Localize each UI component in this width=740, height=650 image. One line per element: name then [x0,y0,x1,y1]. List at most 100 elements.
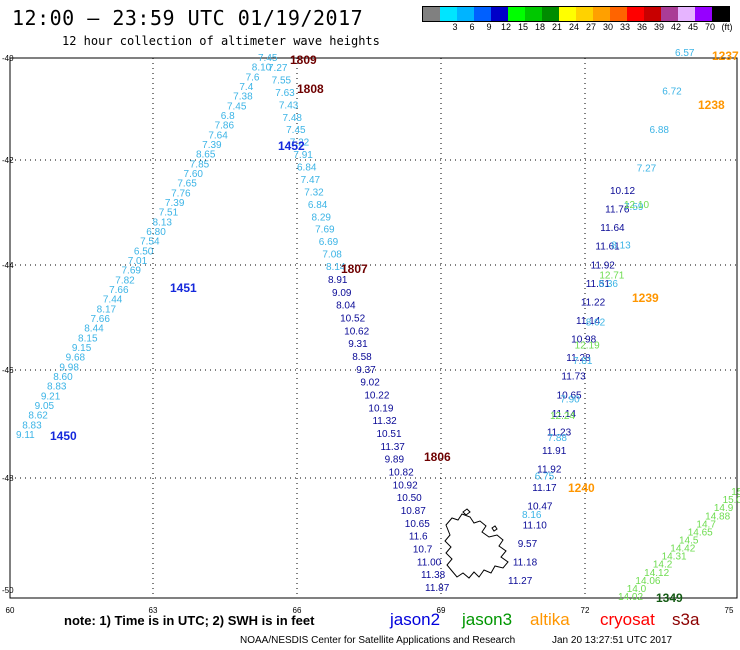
swh-value: 8.13 [153,217,173,228]
swh-value: 8.10 [252,63,272,74]
swh-value: 9.15 [72,343,92,354]
swh-value: 14.02 [618,592,643,603]
swh-value: 7.38 [233,92,253,103]
swh-value: 10.19 [368,403,393,414]
swh-value: 7.45 [258,53,278,64]
swh-value: 7.22 [290,138,310,149]
swh-value: 14.5 [679,536,699,547]
pass-time-label: 1237 [712,49,739,63]
colorbar-swatch-2 [457,7,474,21]
swh-value: 11.64 [600,223,625,234]
colorbar-swatch-8 [559,7,576,21]
swh-value: 8.29 [312,212,332,223]
swh-value: 8.04 [336,301,356,312]
swh-value: 10.51 [377,429,402,440]
swh-value: 7.65 [177,179,197,190]
swh-value: 9.89 [385,455,405,466]
colorbar-swatch-11 [610,7,627,21]
swh-value: 8.62 [28,411,48,422]
swh-value: 7.51 [159,208,179,219]
swh-value: 7.66 [109,285,129,296]
swh-value: 7.91 [293,150,313,161]
colorbar-tick: 27 [585,22,597,32]
longitude-label: 69 [437,606,446,615]
latitude-label: -46 [2,366,14,375]
swh-value: 11.6 [409,532,428,543]
swh-value: 7.27 [268,63,288,74]
longitude-label: 60 [6,606,15,615]
swh-value: 9.37 [356,365,376,376]
swh-value: 14.31 [662,552,687,563]
swh-value: 7.76 [171,188,191,199]
map-frame [9,57,738,599]
longitude-label: 72 [581,606,590,615]
swh-value: 10.62 [344,326,369,337]
legend-jason2: jason2 [390,610,441,629]
kerguelen-island [444,508,509,579]
swh-value: 11.61 [595,242,620,253]
units-note: note: 1) Time is in UTC; 2) SWH is in fe… [64,613,315,628]
pass-time-label: 1807 [341,262,368,276]
swh-value: 7.55 [272,75,292,86]
kerguelen-island-outline [444,513,509,579]
latitude-labels: -40 -42 -44 -46 -48 -50 [2,54,14,595]
swh-value: 11.38 [421,570,446,581]
pass-time-label: 1806 [424,450,451,464]
swh-value: 11.51 [586,279,611,290]
legend-cryosat: cryosat [600,610,655,629]
swh-value: 11.73 [561,372,586,383]
swh-value: 10.65 [557,390,582,401]
swh-value: 12.10 [624,200,649,211]
swh-value: 6.80 [146,227,166,238]
swh-value: 10.52 [340,314,365,325]
pass-time-label: 1238 [698,98,725,112]
pass-1240-navy: 11.27 11.18 9.57 11.10 10.47 11.17 11.92 11.91 1… [508,186,635,587]
swh-value: 15.1 [731,487,740,498]
swh-value: 10.87 [401,506,426,517]
latitude-label: -42 [2,156,14,165]
swh-value: 8.83 [22,420,42,431]
legend-jason3: jason3 [462,610,513,629]
pass-time-label: 1349 [656,591,683,605]
swh-value: 6.84 [297,163,317,174]
swh-value: 10.82 [389,468,414,479]
longitude-label: 75 [725,606,734,615]
pass-time-label: 1808 [297,82,324,96]
kerguelen-islet-1 [462,508,471,516]
pass-1808-lightblue: 7.277.557.637.437.487.457.227.916.847.47… [268,63,346,273]
swh-value: 8.13 [611,241,631,252]
legend-altika: altika [530,610,570,629]
swh-value: 7.47 [301,175,321,186]
swh-value: 14.2 [653,560,673,571]
swh-value: 14.88 [705,511,730,522]
swh-value: 9.11 [16,430,35,441]
latitude-label: -48 [2,474,14,483]
pass-time-label: 1452 [278,139,305,153]
kerguelen-islet-2 [491,525,498,532]
longitude-label: 66 [293,606,302,615]
swh-value: 7.08 [322,250,342,261]
swh-value: 11.27 [508,576,533,587]
map-gridlines [10,58,737,598]
colorbar-swatch-7 [542,7,559,21]
swh-value: 7.39 [202,140,222,151]
swh-value: 9.02 [360,378,380,389]
altimeter-passes: 9.118.838.629.059.218.838.609.989.689.15… [16,48,740,603]
swh-value: 8.14 [326,262,346,273]
swh-value: 11.14 [576,316,601,327]
swh-value: 7.59 [624,202,644,213]
colorbar-tick: 6 [469,22,475,32]
swh-value: 11.87 [425,583,450,594]
page-subtitle: 12 hour collection of altimeter wave hei… [62,34,380,48]
swh-value: 9.21 [41,391,61,402]
colorbar-tick: 36 [636,22,648,32]
swh-value: 8.44 [84,324,104,335]
swh-value: 8.91 [328,275,348,286]
swh-value: 7.44 [103,295,123,306]
swh-value: 7.6 [246,72,260,83]
swh-value: 8.15 [78,333,98,344]
swh-value: 9.31 [348,339,368,350]
footer-credit: NOAA/NESDIS Center for Satellite Applica… [240,635,516,646]
footer-timestamp: Jan 20 13:27:51 UTC 2017 [552,635,673,646]
